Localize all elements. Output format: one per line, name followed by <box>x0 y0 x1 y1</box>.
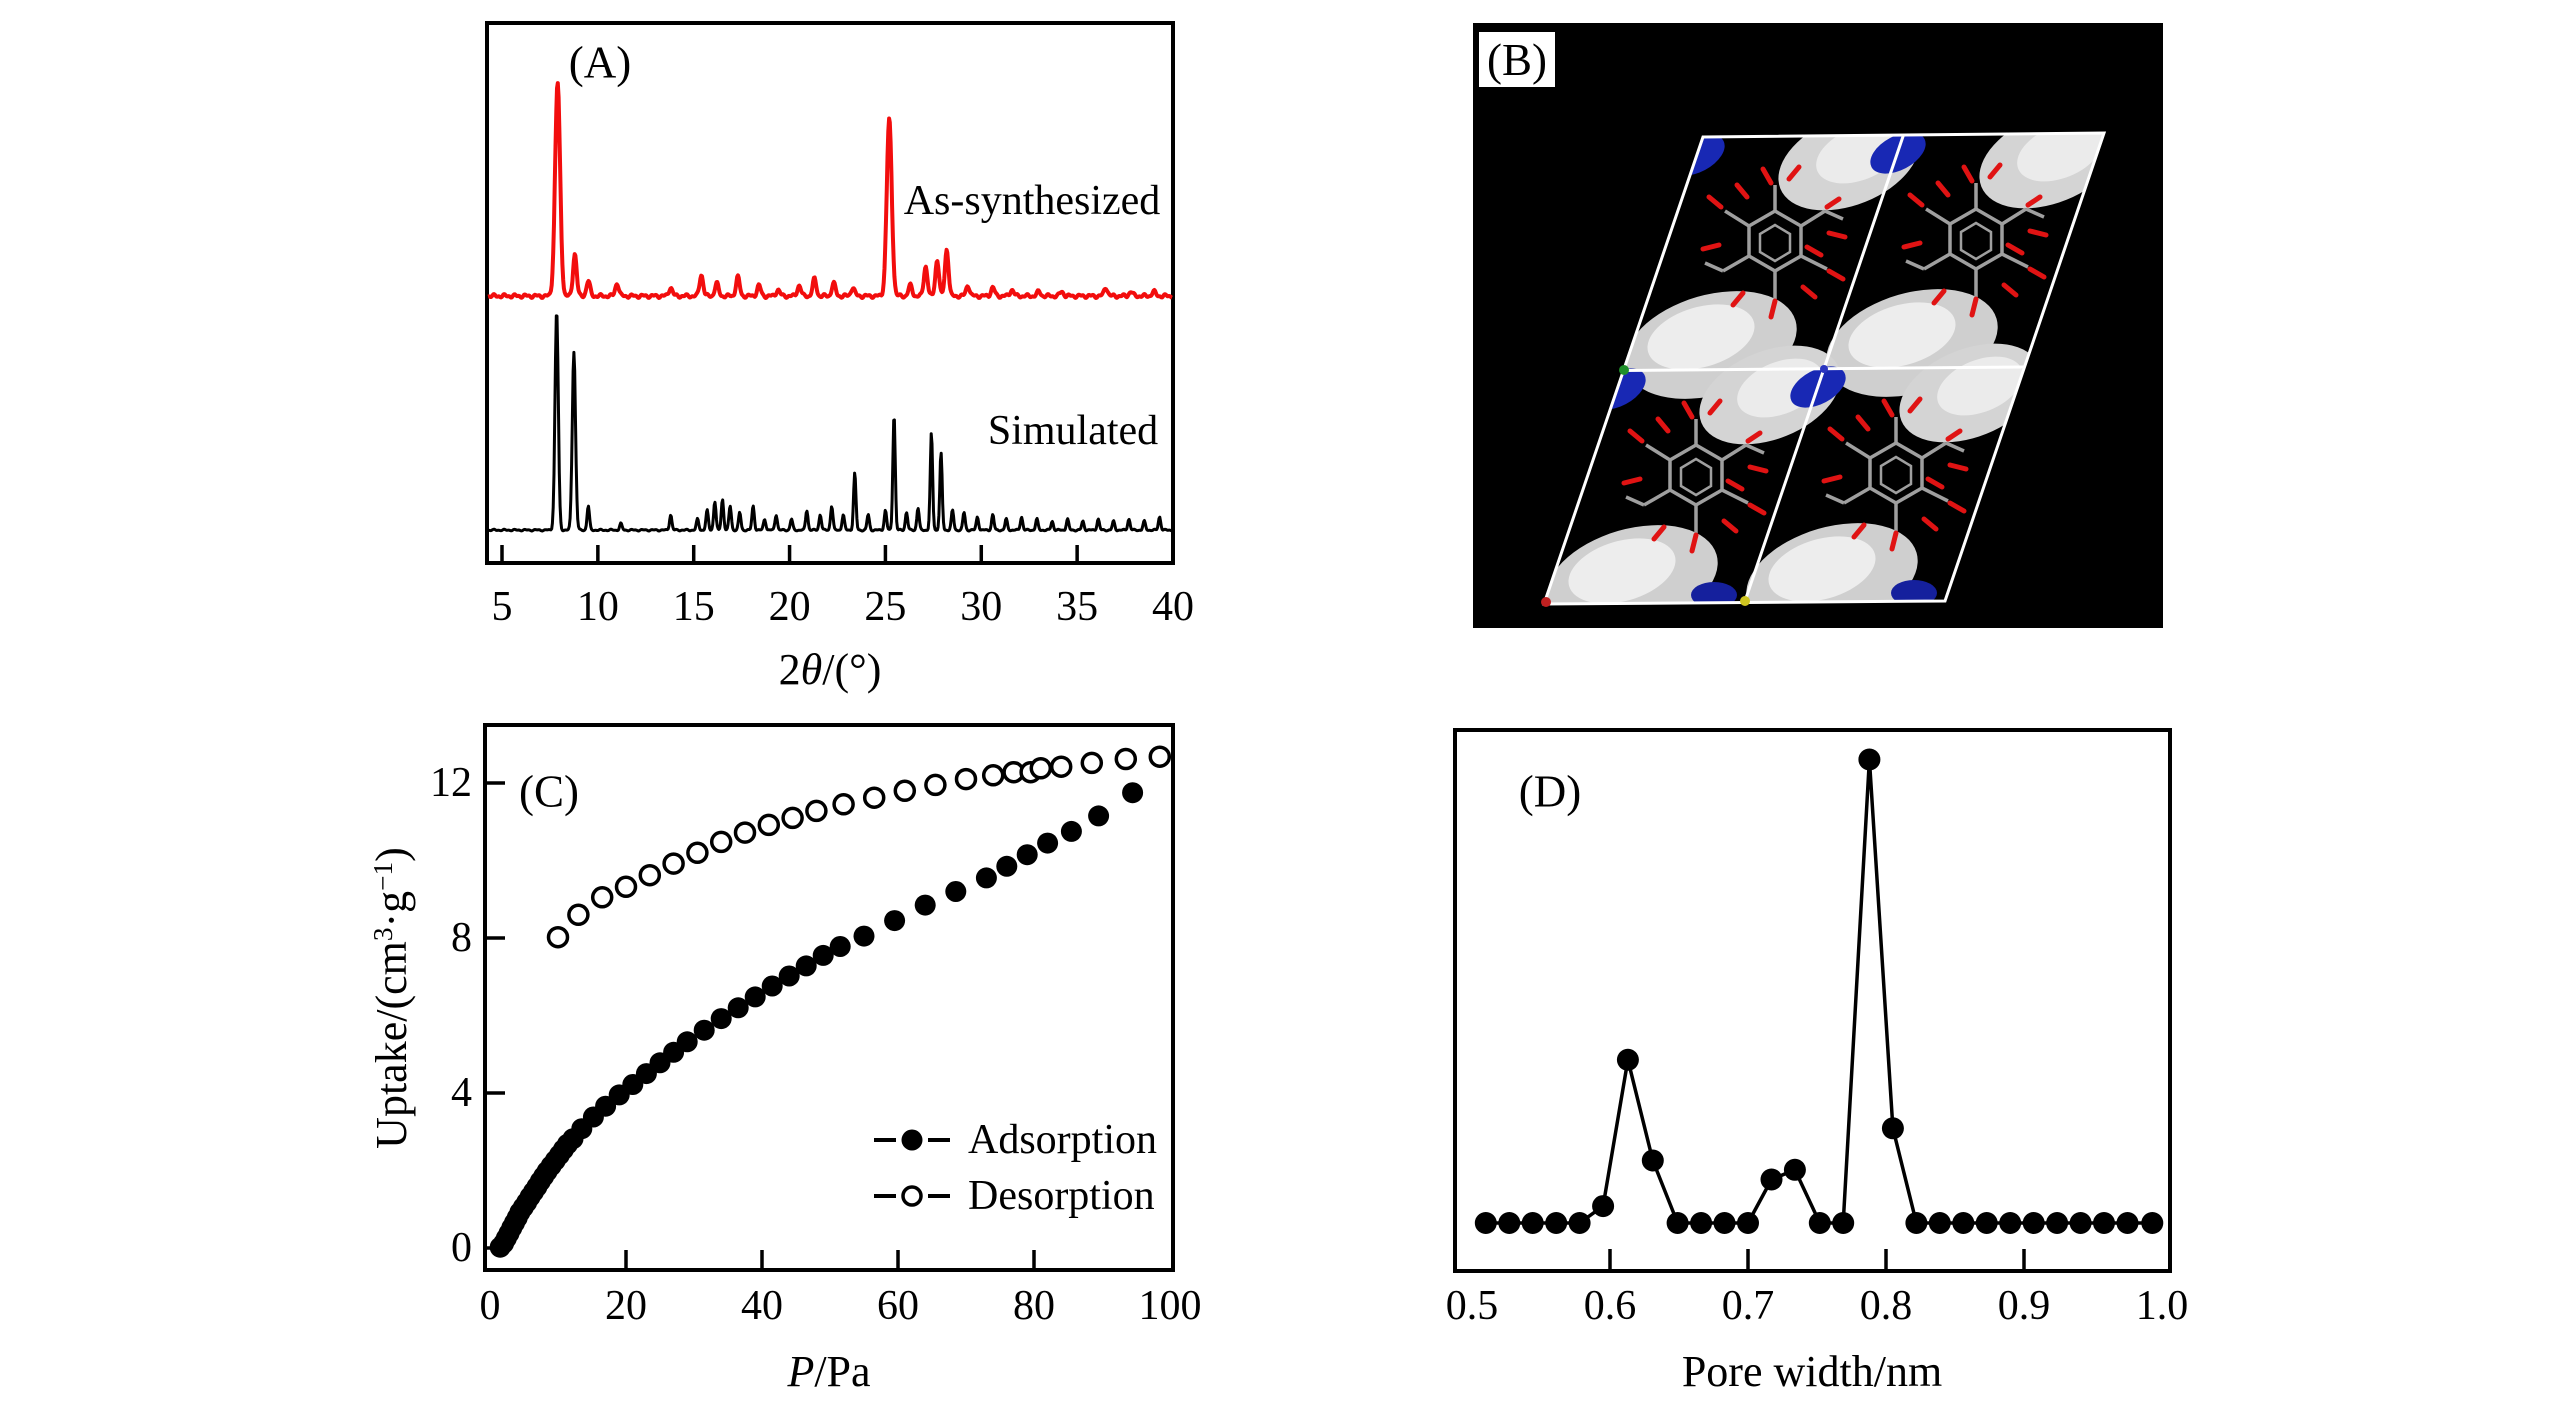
legend-label-adsorption: Adsorption <box>968 1117 1157 1163</box>
panel-c-x-tick-label: 40 <box>741 1283 783 1329</box>
panel-c-x-axis-title: P/Pa <box>787 1347 871 1396</box>
panel-a-x-tick-label: 40 <box>1151 584 1194 630</box>
panel-a-letter: (A) <box>568 37 632 88</box>
as-synthesized-curve-label: As-synthesized <box>903 178 1161 224</box>
panel-a-x-tick-label: 15 <box>672 584 715 630</box>
panel-c-y-tick-label: 8 <box>451 915 472 961</box>
panel-d-x-tick-label: 1.0 <box>2135 1283 2189 1329</box>
panel-c-x-tick-label: 100 <box>1138 1283 1202 1329</box>
panel-d-x-tick-label: 0.8 <box>1859 1283 1913 1329</box>
panel-c-x-tick-label: 20 <box>605 1283 647 1329</box>
adsorption-marker-icon <box>874 1129 950 1151</box>
panel-d-letter: (D) <box>1518 766 1582 817</box>
panel-d-x-tick-label: 0.9 <box>1997 1283 2051 1329</box>
panel-a-x-tick-label: 20 <box>768 584 811 630</box>
legend-row-adsorption: Adsorption <box>872 1112 1157 1168</box>
panel-b-letter: (B) <box>1487 34 1547 85</box>
panel-c-x-tick-label: 60 <box>877 1283 919 1329</box>
panel-a-x-tick-label: 30 <box>960 584 1003 630</box>
axis-origin-dots <box>1541 365 1828 607</box>
desorption-marker-icon <box>874 1185 950 1207</box>
panel-c-letter: (C) <box>519 766 579 817</box>
panel-b-letter-box: (B) <box>1479 32 1555 87</box>
panel-d-x-axis-title: Pore width/nm <box>1681 1347 1943 1396</box>
panel-c-y-tick-label: 12 <box>430 760 472 806</box>
panel-a-x-tick-label: 35 <box>1056 584 1099 630</box>
panel-d-x-tick-label: 0.6 <box>1583 1283 1637 1329</box>
legend-label-desorption: Desorption <box>968 1173 1155 1219</box>
panel-c-legend: Adsorption Desorption <box>872 1112 1157 1224</box>
panel-b-background <box>1473 23 2163 628</box>
panel-d-x-tick-label: 0.5 <box>1445 1283 1499 1329</box>
panel-c-y-tick-label: 0 <box>451 1225 472 1271</box>
panel-a-x-tick-label: 5 <box>491 584 513 630</box>
panel-a-x-tick-label: 10 <box>576 584 619 630</box>
panel-d-x-tick-label: 0.7 <box>1721 1283 1775 1329</box>
panel-a-x-axis-title: 2θ/(°) <box>778 645 882 694</box>
panel-a-x-tick-label: 25 <box>864 584 907 630</box>
simulated-curve-label: Simulated <box>987 408 1159 454</box>
panel-c-x-tick-label: 0 <box>479 1283 501 1329</box>
panel-c-y-axis-title: Uptake/(cm3·g−1) <box>367 847 416 1149</box>
panel-c-x-tick-label: 80 <box>1013 1283 1055 1329</box>
legend-row-desorption: Desorption <box>872 1168 1157 1224</box>
panel-c-y-tick-label: 4 <box>451 1070 472 1116</box>
